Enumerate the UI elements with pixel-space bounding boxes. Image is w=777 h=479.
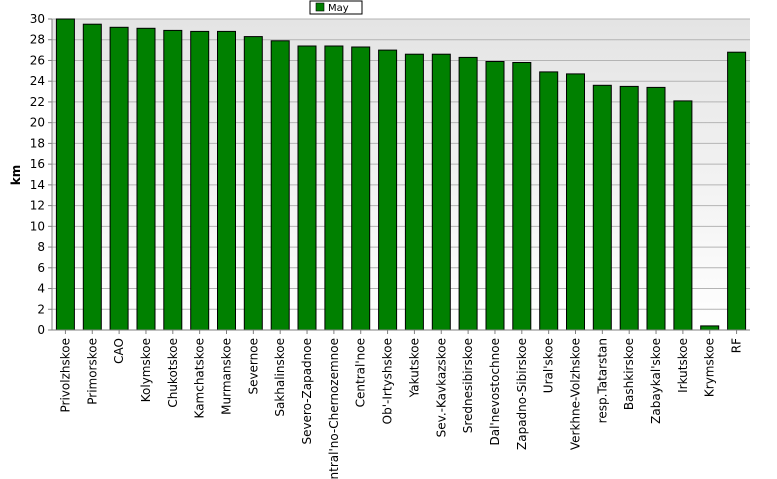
x-tick-label: Kamchatskoe <box>193 338 207 418</box>
x-tick-label: Yakutskoe <box>407 338 421 398</box>
x-tick-label: Severnoe <box>246 338 260 395</box>
bar[interactable] <box>727 51 747 331</box>
x-tick-label: Krymskoe <box>703 338 717 397</box>
bar[interactable] <box>566 73 585 331</box>
x-tick-label: Zapadno-Sibirskoe <box>515 338 529 450</box>
y-tick-label: 20 <box>30 116 45 130</box>
x-tick-label: resp.Tatarstan <box>595 338 609 423</box>
y-tick-label: 30 <box>30 12 45 26</box>
y-tick-label: 10 <box>30 219 45 233</box>
bar[interactable] <box>592 84 612 331</box>
y-tick-label: 22 <box>30 95 45 109</box>
bar[interactable] <box>136 27 156 331</box>
bar[interactable] <box>217 30 236 331</box>
bar[interactable] <box>82 23 102 331</box>
bar[interactable] <box>404 53 424 331</box>
bar[interactable] <box>619 85 639 331</box>
bar[interactable] <box>163 29 183 331</box>
bar[interactable] <box>673 100 693 331</box>
x-tick-labels: Privolzhskoe Primorskoe CAO Kolymskoe Chukot… <box>58 330 744 479</box>
bar[interactable] <box>324 45 344 331</box>
x-tick-label: Srednesibirskoe <box>461 338 475 433</box>
bar[interactable] <box>700 325 720 331</box>
y-tick-label: 24 <box>30 74 45 88</box>
bar[interactable] <box>270 40 290 331</box>
x-tick-label: RF <box>730 338 744 353</box>
legend-label: May <box>328 3 349 14</box>
y-tick-label: 8 <box>37 240 45 254</box>
y-tick-label: 28 <box>30 33 45 47</box>
x-tick-label: Privolzhskoe <box>58 338 72 412</box>
plot-background <box>52 19 750 330</box>
bar[interactable] <box>646 86 666 331</box>
bar[interactable] <box>458 56 478 331</box>
y-axis-label: km <box>9 165 23 185</box>
x-tick-label: CAO <box>112 338 126 364</box>
bar[interactable] <box>485 61 505 331</box>
legend-swatch <box>315 2 325 12</box>
x-tick-label: Sev.-Kavkazskoe <box>434 338 448 437</box>
x-tick-label: Dal'nevostochnoe <box>488 338 502 446</box>
y-tick-label: 6 <box>37 261 45 275</box>
x-tick-label: Murmanskoe <box>220 338 234 415</box>
legend[interactable]: May <box>309 0 363 15</box>
bar[interactable] <box>512 62 532 331</box>
bar[interactable] <box>243 36 263 331</box>
y-tick-label: 14 <box>30 178 45 192</box>
x-tick-label: Ob'-Irtyshskoe <box>381 338 395 424</box>
x-tick-label: Sakhalinskoe <box>273 338 287 417</box>
y-tick-label: 16 <box>30 157 45 171</box>
bar[interactable] <box>378 49 398 331</box>
x-tick-label: Kolymskoe <box>139 338 153 402</box>
y-tick-label: 0 <box>37 323 45 337</box>
x-tick-label: Irkutskoe <box>676 338 690 393</box>
bar[interactable] <box>190 30 210 331</box>
x-tick-label: Central'no-Chernozemnoe <box>327 338 341 479</box>
y-tick-label: 18 <box>30 136 45 150</box>
x-tick-label: Chukotskoe <box>166 338 180 408</box>
bar[interactable] <box>297 45 317 331</box>
y-tick-label: 4 <box>37 282 45 296</box>
bar[interactable] <box>539 71 559 331</box>
bar[interactable] <box>55 18 75 331</box>
y-tick-label: 12 <box>30 199 45 213</box>
y-tick-label: 26 <box>30 53 45 67</box>
x-tick-label: Ural'skoe <box>542 338 556 393</box>
bar-series <box>55 18 747 331</box>
bar[interactable] <box>351 46 371 331</box>
x-tick-label: Central'noe <box>354 338 368 407</box>
x-tick-label: Severo-Zapadnoe <box>300 338 314 445</box>
bar[interactable] <box>431 53 451 331</box>
bar[interactable] <box>109 26 129 331</box>
x-tick-label: Bashkirskoe <box>622 338 636 410</box>
x-tick-label: Zabaykal'skoe <box>649 338 663 424</box>
y-tick-label: 2 <box>37 302 45 316</box>
x-tick-label: Primorskoe <box>85 338 99 405</box>
x-tick-label: Verkhne-Volzhskoe <box>569 338 583 450</box>
